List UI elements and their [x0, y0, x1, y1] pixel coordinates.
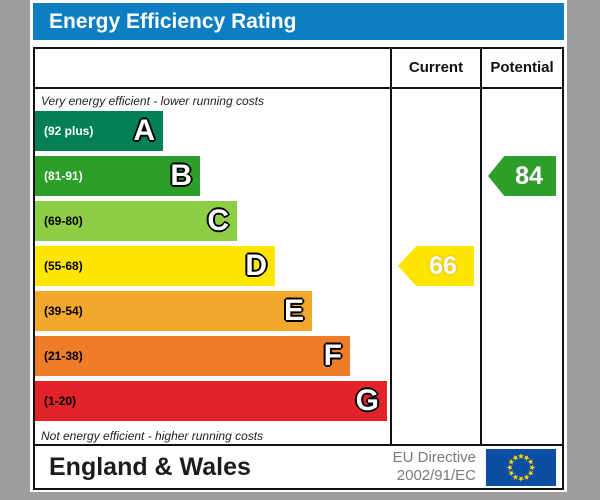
- current-rating-value: 66: [429, 251, 457, 280]
- band-a: (92 plus) A: [35, 111, 163, 151]
- column-header-potential: Potential: [480, 49, 562, 87]
- potential-rating-arrow: 84: [488, 156, 556, 196]
- band-g: (1-20) G: [35, 381, 387, 421]
- potential-column: 84: [480, 89, 562, 444]
- eu-directive-line1: EU Directive: [392, 449, 476, 466]
- band-g-letter: G: [355, 384, 379, 417]
- top-note: Very energy efficient - lower running co…: [41, 94, 264, 108]
- eu-directive-label: EU Directive 2002/91/EC: [393, 449, 476, 485]
- band-f-letter: F: [323, 339, 342, 372]
- bottom-note: Not energy efficient - higher running co…: [41, 429, 264, 443]
- band-c-letter: C: [207, 204, 229, 237]
- potential-rating-value: 84: [515, 161, 543, 190]
- column-header-current: Current: [390, 49, 480, 87]
- band-f: (21-38) F: [35, 336, 350, 376]
- band-g-range: (1-20): [44, 394, 77, 408]
- table-header: Current Potential: [35, 49, 562, 89]
- current-rating-arrow: 66: [398, 246, 474, 286]
- eu-directive-line2: 2002/91/EC: [396, 467, 476, 484]
- band-e-letter: E: [283, 294, 304, 327]
- band-a-range: (92 plus): [44, 124, 94, 138]
- header-spacer: [35, 49, 390, 87]
- page-title: Energy Efficiency Rating: [33, 3, 564, 40]
- table-body: Very energy efficient - lower running co…: [35, 89, 562, 444]
- band-c: (69-80) C: [35, 201, 237, 241]
- band-e-range: (39-54): [44, 304, 83, 318]
- band-a-letter: A: [133, 114, 155, 147]
- eu-flag-icon: [485, 448, 557, 486]
- chart-panel: Energy Efficiency Rating Current Potenti…: [30, 0, 567, 492]
- band-f-range: (21-38): [44, 349, 83, 363]
- current-column: 66: [390, 89, 480, 444]
- band-e: (39-54) E: [35, 291, 312, 331]
- band-d: (55-68) D: [35, 246, 275, 286]
- band-d-letter: D: [245, 249, 267, 282]
- rating-table: Current Potential Very energy efficient …: [33, 47, 564, 490]
- band-b-range: (81-91): [44, 169, 83, 183]
- bands-area: Very energy efficient - lower running co…: [35, 89, 390, 444]
- table-footer: England & Wales EU Directive 2002/91/EC: [35, 444, 562, 488]
- band-b: (81-91) B: [35, 156, 200, 196]
- band-d-range: (55-68): [44, 259, 83, 273]
- band-b-letter: B: [170, 159, 192, 192]
- region-label: England & Wales: [49, 452, 251, 481]
- band-c-range: (69-80): [44, 214, 83, 228]
